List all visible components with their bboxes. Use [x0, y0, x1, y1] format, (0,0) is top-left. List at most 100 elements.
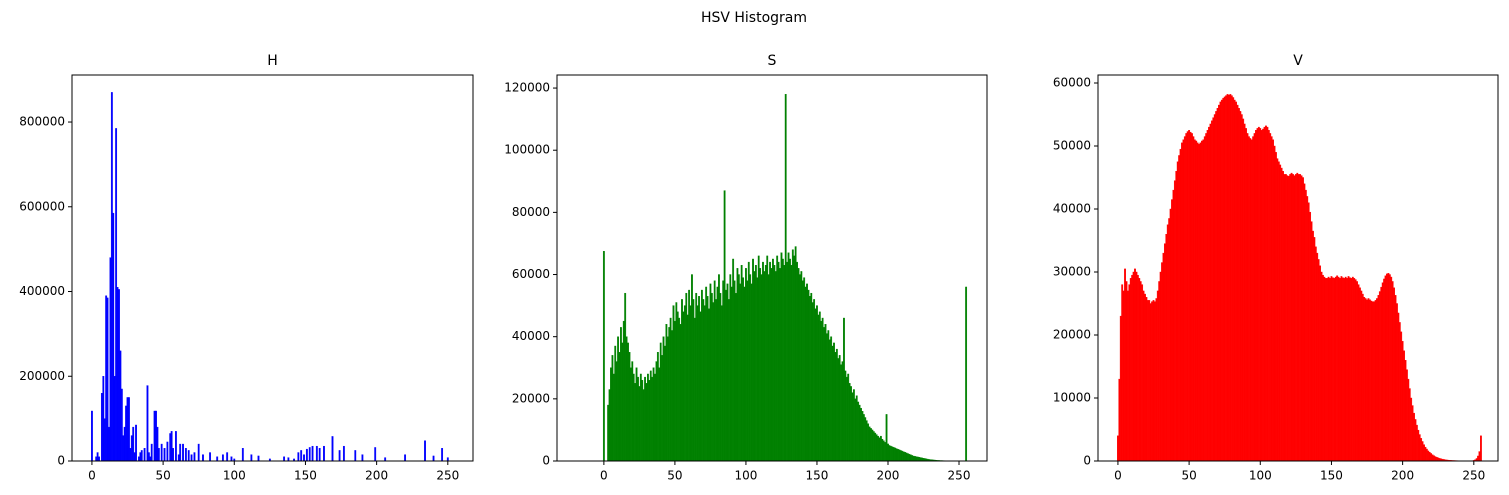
bar [160, 443, 163, 462]
bar [892, 447, 895, 462]
bar [1400, 331, 1403, 462]
bar [867, 423, 870, 462]
bar [128, 397, 130, 462]
bar [654, 373, 656, 462]
bar [342, 445, 345, 462]
bar [816, 305, 818, 462]
bar [732, 258, 735, 462]
bar [1149, 303, 1152, 462]
x-tick-label: 50 [155, 469, 170, 483]
bar [1423, 444, 1425, 462]
bar [432, 455, 435, 462]
bar [170, 431, 173, 462]
bar [1246, 133, 1249, 462]
bar [791, 249, 794, 462]
bar [628, 352, 631, 462]
x-tick-label: 200 [1391, 469, 1414, 483]
bar [1210, 120, 1213, 462]
bar [742, 277, 745, 462]
y-tick-label: 200000 [19, 369, 65, 383]
bar [1374, 300, 1377, 462]
x-tick-label: 150 [1320, 469, 1343, 483]
bar [1169, 208, 1172, 462]
bar [139, 452, 142, 462]
bar [1289, 174, 1292, 462]
bar [858, 404, 861, 462]
bar [722, 280, 725, 462]
bar [790, 265, 793, 462]
bar [1270, 136, 1273, 462]
bar [897, 448, 899, 462]
y-tick-label: 20000 [512, 391, 550, 405]
bar [610, 367, 612, 462]
bar [906, 453, 909, 462]
bar [98, 456, 100, 462]
bar [823, 327, 825, 462]
bar [100, 393, 103, 462]
bar [1134, 268, 1136, 462]
bar [1151, 301, 1154, 462]
bar [1212, 117, 1215, 462]
bar [1303, 183, 1306, 462]
bar [1302, 177, 1304, 462]
bar [1340, 276, 1343, 462]
bar [713, 280, 716, 462]
bar [720, 305, 723, 462]
bar [177, 454, 180, 462]
bar [730, 286, 733, 462]
bar [669, 317, 672, 462]
y-tick-label: 60000 [1053, 76, 1091, 90]
bar [753, 271, 756, 462]
bar [769, 261, 771, 462]
bar [793, 255, 796, 462]
bar [800, 271, 803, 462]
bar [773, 265, 776, 462]
bar [821, 317, 824, 462]
bar [766, 255, 769, 462]
bar [1185, 133, 1188, 462]
bar [1135, 271, 1138, 462]
y-tick-label: 60000 [512, 267, 550, 281]
bar [874, 432, 877, 462]
bar [1276, 158, 1279, 462]
bar [767, 274, 770, 462]
bar [634, 383, 637, 462]
bar [803, 277, 806, 462]
bar [1300, 175, 1303, 462]
bar [1228, 94, 1230, 462]
bar [624, 292, 627, 462]
bar [1152, 300, 1155, 462]
bar [1203, 136, 1206, 462]
bar [1299, 174, 1302, 462]
bar [1117, 435, 1119, 462]
bar [1296, 172, 1299, 462]
bar [1243, 123, 1246, 462]
bar [1162, 252, 1165, 462]
bar [287, 457, 290, 462]
bar [311, 445, 314, 462]
bar [861, 411, 864, 462]
x-tick-label: 250 [1462, 469, 1485, 483]
bar [1189, 131, 1192, 462]
bar [1287, 176, 1290, 462]
bar [209, 452, 211, 462]
bar [1398, 322, 1401, 462]
bar [622, 320, 625, 462]
bar [1405, 369, 1408, 462]
bar [135, 424, 137, 462]
bar [1339, 278, 1341, 462]
bar [698, 296, 700, 462]
bar [729, 274, 732, 462]
bar [241, 448, 244, 462]
y-tick-label: 40000 [1053, 202, 1091, 216]
bar [157, 448, 160, 462]
bar [1421, 441, 1424, 462]
bar [1144, 293, 1146, 462]
bar [125, 405, 128, 462]
bar [638, 386, 641, 462]
bar [147, 452, 150, 462]
bar [1178, 155, 1181, 462]
bar [1209, 123, 1212, 462]
bar [130, 435, 133, 462]
